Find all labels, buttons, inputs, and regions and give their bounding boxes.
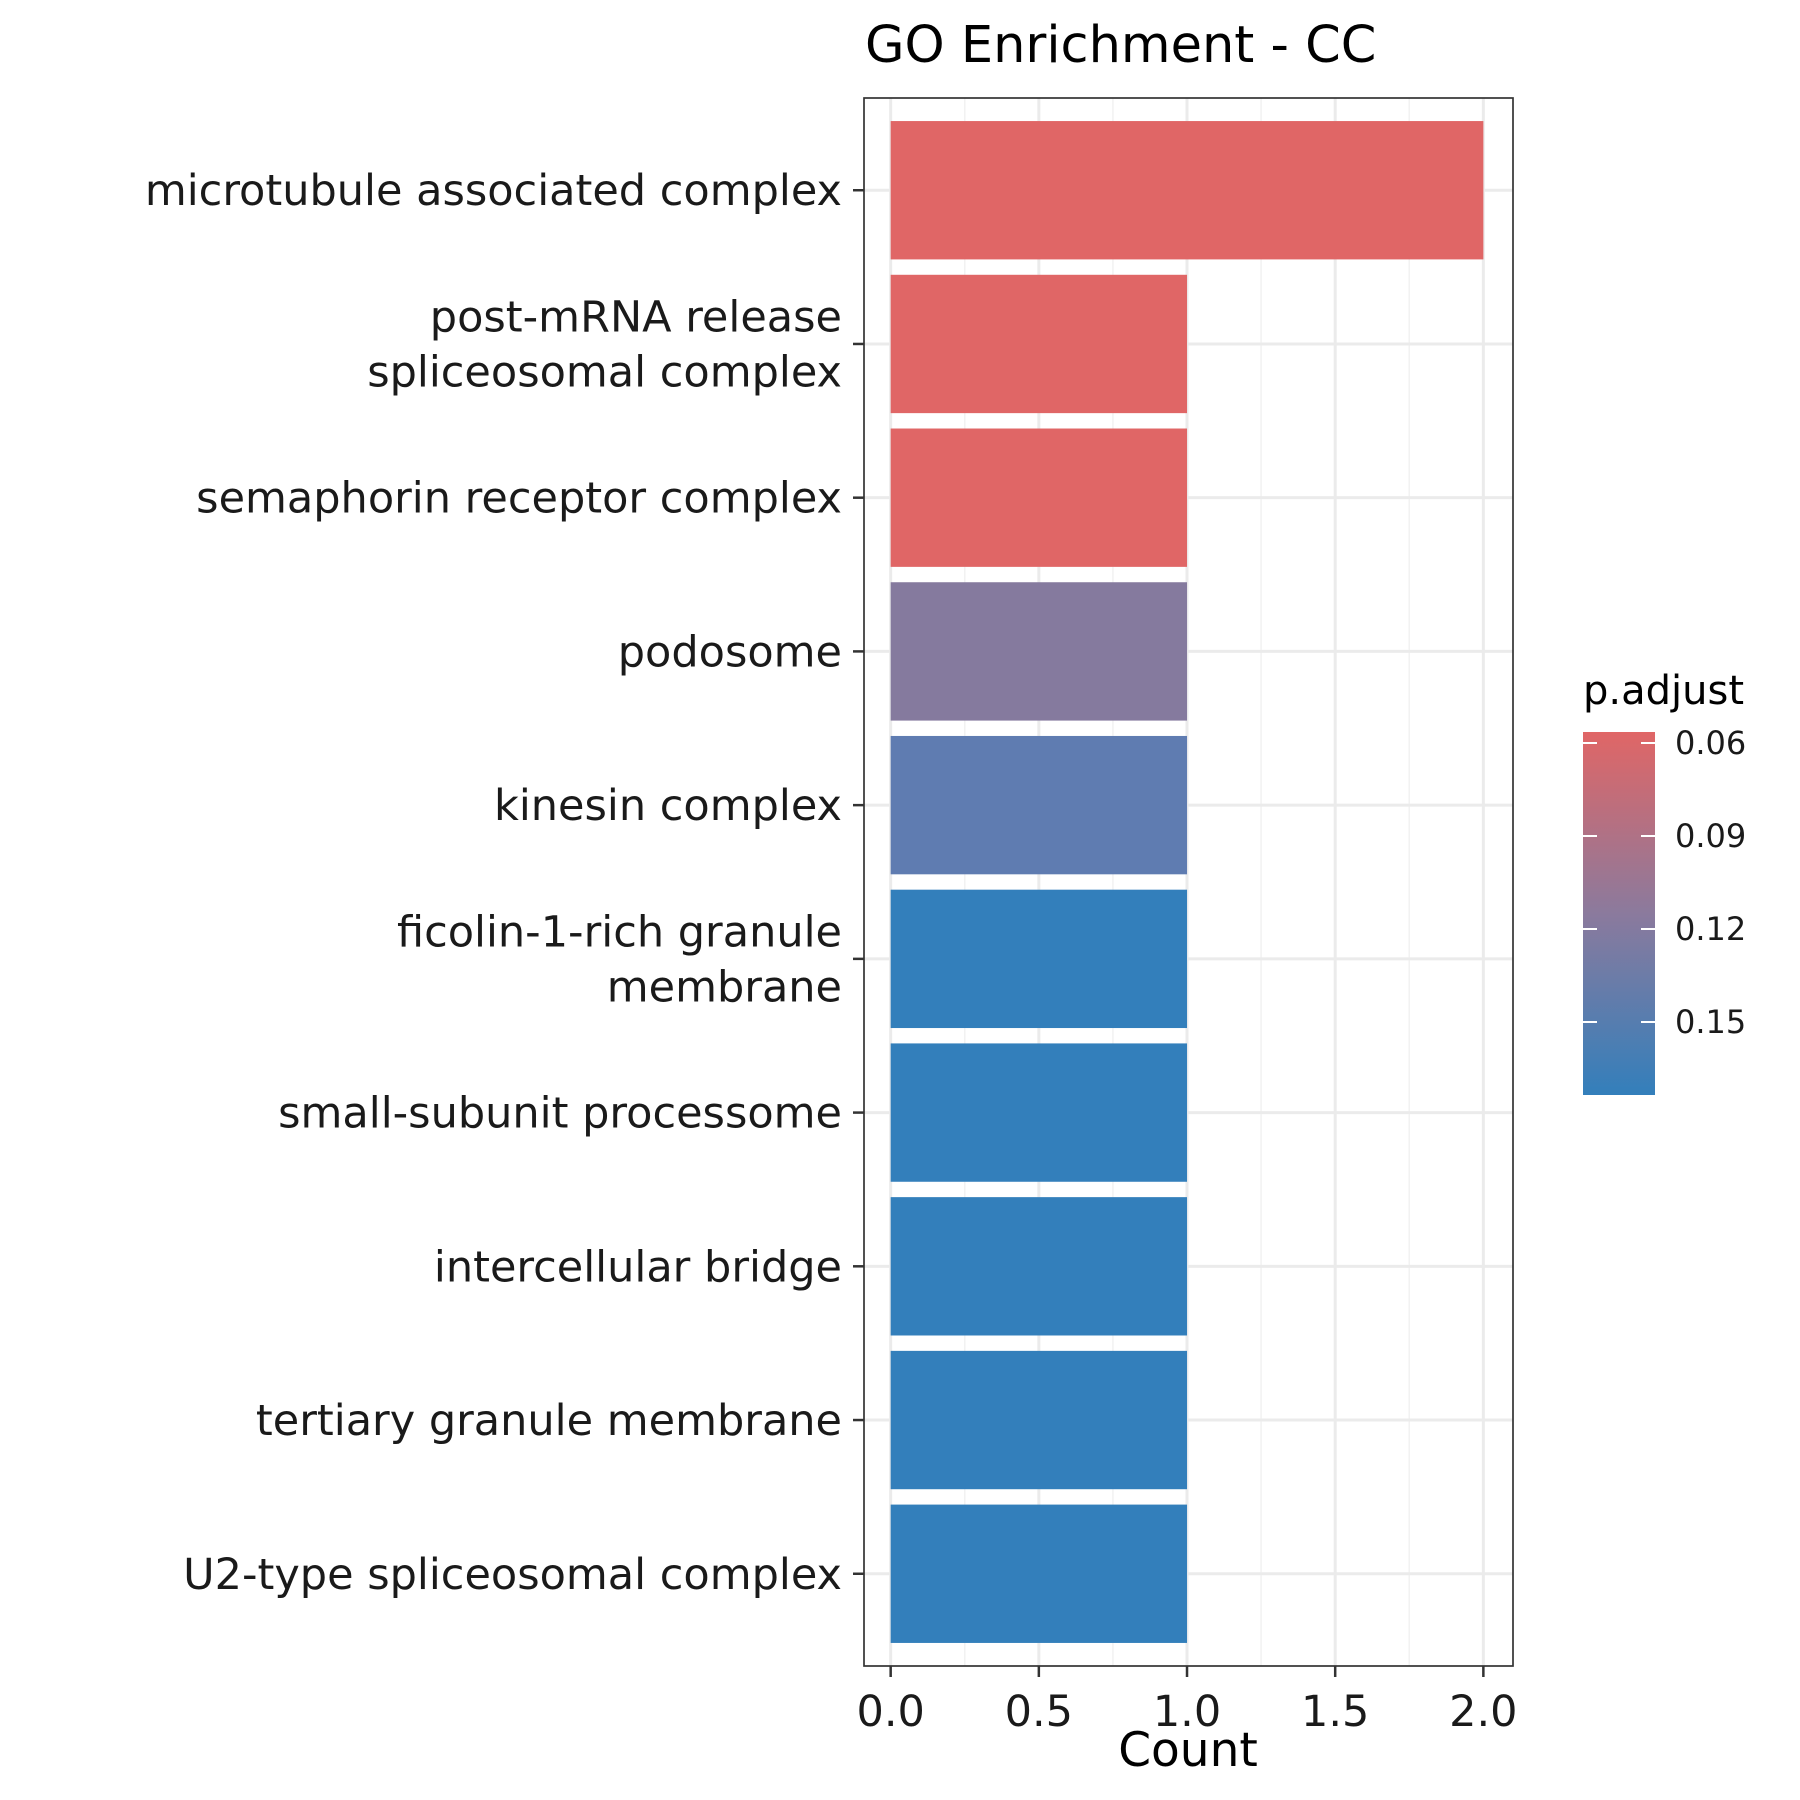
legend: p.adjust 0.06 0.09 0.12 0.15 (1583, 668, 1746, 1095)
y-axis-label: intercellular bridge (434, 1242, 842, 1292)
panel-border (863, 97, 1514, 1667)
plot-area: microtubule associated complex post-mRNA … (145, 97, 1518, 1737)
bar (890, 889, 1188, 1029)
bar (890, 1043, 1188, 1182)
x-axis-tick-label: 1.0 (1153, 1687, 1221, 1737)
y-axis-label: microtubule associated complex (145, 166, 842, 216)
x-axis-tick-label: 0.0 (856, 1687, 924, 1737)
bar (890, 582, 1188, 721)
y-axis-label: kinesin complex (494, 781, 842, 831)
x-axis-tick-label: 1.5 (1301, 1687, 1369, 1737)
y-axis-label: U2-type spliceosomal complex (183, 1550, 842, 1600)
bar (890, 121, 1484, 260)
chart-title: GO Enrichment - CC (865, 16, 1376, 75)
x-axis-tick-label: 2.0 (1449, 1687, 1517, 1737)
bar (890, 1350, 1188, 1490)
y-axis-label: ficolin-1-rich granule membrane (397, 907, 842, 1012)
bar (890, 1504, 1188, 1643)
legend-tick-label: 0.15 (1675, 1003, 1746, 1041)
legend-tick-label: 0.09 (1675, 817, 1746, 855)
bar (890, 735, 1188, 875)
y-axis-label: tertiary granule membrane (256, 1396, 842, 1446)
y-axis-label: small-subunit processome (278, 1089, 842, 1139)
x-axis-tick-label: 0.5 (1005, 1687, 1073, 1737)
y-axis-label: podosome (618, 627, 842, 677)
legend-title: p.adjust (1583, 668, 1744, 714)
legend-tick-label: 0.06 (1675, 724, 1746, 762)
y-axis-label: semaphorin receptor complex (196, 474, 842, 524)
bar (890, 274, 1188, 414)
legend-tick-label: 0.12 (1675, 910, 1746, 948)
legend-colorbar (1583, 732, 1655, 1095)
bar (890, 1197, 1188, 1336)
bar (890, 428, 1188, 567)
x-axis-title: Count (1118, 1723, 1258, 1778)
y-axis-label: post-mRNA release spliceosomal complex (367, 292, 842, 397)
